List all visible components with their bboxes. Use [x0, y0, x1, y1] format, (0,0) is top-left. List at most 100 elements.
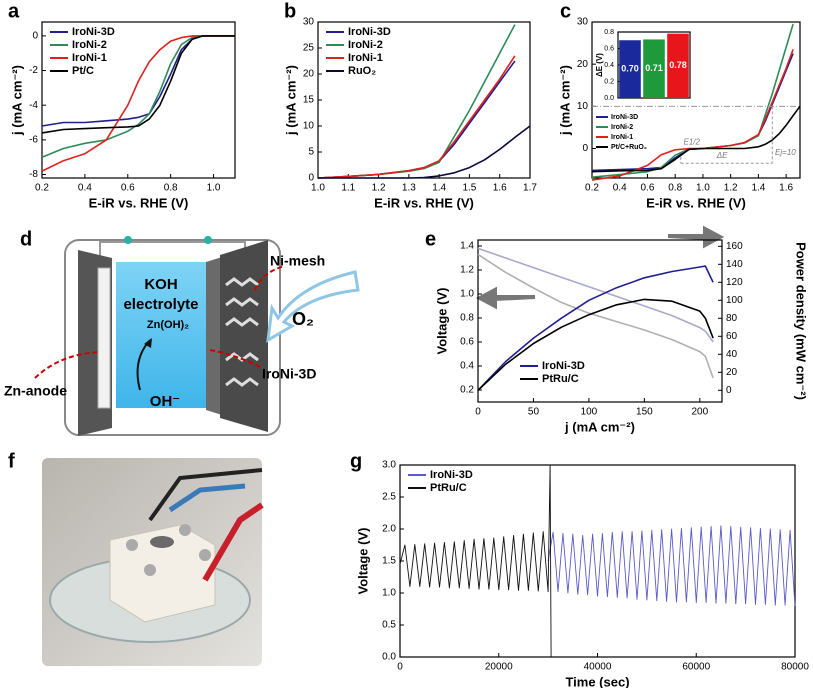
x-tick-label: 1.6	[493, 183, 507, 194]
leader	[254, 265, 286, 291]
x-axis-label: E-iR vs. RHE (V)	[374, 195, 474, 210]
x-tick-label: 0.2	[585, 183, 599, 194]
x-tick-label: 1.0	[696, 183, 710, 194]
y-axis-label: Voltage (V)	[355, 528, 370, 595]
terminal	[204, 236, 212, 244]
legend-label: Pt/C+RuO₂	[611, 144, 647, 151]
y-tick-label: 0	[32, 31, 38, 42]
label: Zn(OH)₂	[147, 319, 189, 331]
x-tick-label: 40000	[584, 662, 612, 673]
cell-block	[109, 524, 216, 623]
x-tick-label: 0	[475, 407, 481, 418]
label: OH⁻	[150, 393, 180, 410]
x-tick-label: 0.8	[668, 183, 682, 194]
legend-label: IroNi-2	[611, 124, 633, 131]
y-tick-label: 2.0	[382, 524, 396, 535]
plot-frame	[477, 239, 723, 403]
label: O₂	[292, 309, 314, 329]
y2-tick-label: 40	[726, 349, 738, 360]
x-tick-label: 0.2	[35, 183, 49, 194]
y-axis-label: j (mA cm⁻²)	[283, 65, 298, 136]
screw	[199, 549, 211, 561]
x-tick-label: 1.3	[402, 183, 416, 194]
y-tick-label: 1.0	[460, 289, 474, 300]
bar-label: 0.70	[621, 64, 639, 74]
series-line	[591, 105, 801, 173]
y2-tick-label: 120	[726, 277, 743, 288]
x-tick-label: 200	[691, 407, 708, 418]
x-tick-label: 1.7	[523, 183, 537, 194]
legend-label: IroNi-3D	[611, 114, 638, 121]
panel-label: e	[425, 228, 436, 250]
legend-label: IroNi-3D	[430, 469, 473, 481]
cable	[168, 483, 246, 513]
x-axis-label: j (mA cm⁻²)	[564, 419, 635, 434]
panel-label: g	[350, 450, 362, 472]
panel-label: f	[8, 450, 15, 472]
series-line	[318, 125, 531, 179]
label: Ni-mesh	[270, 253, 325, 269]
y-tick-label: 1.5	[382, 556, 396, 567]
legend-label: IroNi-1	[348, 52, 383, 64]
y-axis-label: j (mA cm⁻²)	[9, 65, 24, 136]
terminal	[124, 236, 132, 244]
y-tick-label: 0.8	[460, 313, 474, 324]
y-tick-label: 0.4	[460, 361, 474, 372]
ni-mesh-plate	[220, 240, 268, 432]
y-tick-label: 1.4	[460, 241, 474, 252]
x-tick-label: 0	[397, 662, 403, 673]
y-tick-label: 0.5	[382, 620, 396, 631]
x-tick-label: 60000	[682, 662, 710, 673]
axis-arrow	[475, 286, 536, 310]
series-line	[591, 49, 794, 181]
y2-axis-label: Power density (mW cm⁻²)	[794, 242, 809, 400]
y-tick-label: 5	[308, 147, 314, 158]
y-tick-label: 0.2	[604, 78, 614, 85]
battery-diagram: KOH electrolyte Zn(OH)₂ OH⁻ O₂ Ni-mesh Z…	[4, 236, 360, 436]
x-tick-label: 1.5	[462, 183, 476, 194]
y-tick-label: 0.0	[604, 95, 614, 102]
o2-arrow	[266, 270, 360, 343]
legend-label: RuO₂	[348, 65, 376, 77]
photo	[42, 458, 264, 666]
y-tick-label: 3.0	[382, 460, 396, 471]
legend-label: IroNi-2	[72, 39, 107, 51]
x-tick-label: 50	[528, 407, 540, 418]
bar	[667, 33, 689, 98]
legend-label: IroNi-3D	[72, 26, 115, 38]
device-frame	[64, 239, 281, 436]
x-tick-label: 0.4	[78, 183, 92, 194]
screw	[179, 524, 191, 536]
y2-tick-label: 60	[726, 331, 738, 342]
leader	[209, 349, 263, 369]
plot-frame	[41, 21, 236, 179]
mesh-pattern	[225, 277, 259, 387]
legend-label: Pt/C	[72, 65, 94, 77]
x-tick-label: 1.0	[207, 183, 221, 194]
panel-label: c	[560, 0, 571, 22]
x-tick-label: 20000	[485, 662, 513, 673]
screw	[126, 539, 138, 551]
y-tick-label: 0.4	[604, 62, 614, 69]
y-tick-label: 2.5	[382, 492, 396, 503]
x-tick-label: 0.8	[164, 183, 178, 194]
panel-label: d	[20, 228, 32, 250]
series-line	[41, 35, 235, 158]
y-tick-label: 15	[303, 95, 315, 106]
legend-label: IroNi-3D	[542, 360, 585, 372]
legend-label: PtRu/C	[542, 373, 579, 385]
label: IroNi-3D	[262, 366, 316, 382]
series-line	[477, 298, 714, 391]
screw	[144, 564, 156, 576]
series-line	[477, 253, 714, 379]
series-line	[41, 35, 235, 134]
y-tick-label: 0	[308, 173, 314, 184]
legend-label: IroNi-1	[72, 52, 107, 64]
x-tick-label: 1.4	[751, 183, 765, 194]
series-line	[547, 525, 796, 606]
y-tick-label: 10	[303, 121, 315, 132]
plot-frame	[591, 21, 801, 179]
x-tick-label: 100	[581, 407, 598, 418]
x-tick-label: 150	[636, 407, 653, 418]
